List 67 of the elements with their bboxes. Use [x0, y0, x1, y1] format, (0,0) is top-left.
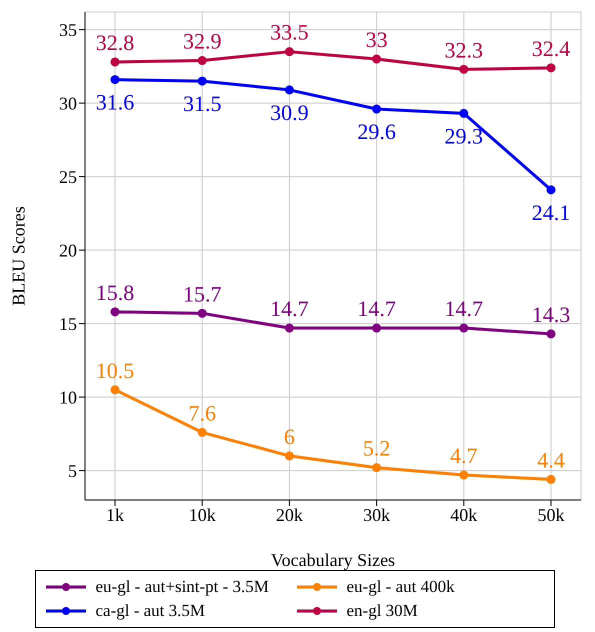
data-label: 10.5: [96, 358, 134, 383]
point: [198, 308, 207, 318]
point: [284, 85, 294, 94]
point: [459, 470, 468, 480]
point: [546, 185, 556, 194]
y-axis-title: BLEU Scores: [8, 206, 28, 306]
data-label: 32.4: [532, 36, 570, 61]
y-tick-label: 30: [59, 94, 77, 114]
data-label: 5.2: [362, 436, 390, 461]
data-label: 4.4: [537, 447, 565, 472]
data-label: 14.7: [444, 296, 484, 322]
x-tick-label: 40k: [450, 504, 478, 525]
y-tick-label: 5: [68, 460, 77, 481]
data-label: 32.3: [444, 37, 484, 62]
point: [546, 474, 556, 484]
x-tick-label: 50k: [538, 504, 564, 525]
data-label: 15.7: [182, 281, 222, 306]
point: [110, 75, 120, 84]
point: [110, 57, 120, 66]
data-label: 6: [284, 424, 295, 449]
y-tick-label: 15: [59, 314, 77, 334]
point: [372, 104, 382, 114]
data-label: 14.7: [357, 296, 396, 322]
y-tick-label: 35: [59, 20, 77, 40]
y-tick-label: 10: [59, 388, 77, 408]
point: [284, 451, 294, 460]
data-label: 32.8: [96, 30, 134, 55]
data-label: 7.6: [188, 400, 216, 426]
legend-label: ca-gl - aut 3.5M: [96, 601, 206, 621]
data-label: 14.7: [270, 296, 309, 322]
point: [372, 463, 382, 472]
x-tick-label: 20k: [276, 504, 303, 525]
point: [372, 54, 382, 64]
data-label: 33: [366, 27, 388, 52]
data-label: 24.1: [532, 200, 570, 225]
data-label: 33.5: [270, 20, 309, 45]
point: [198, 76, 207, 86]
point: [459, 108, 468, 118]
data-label: 29.3: [444, 123, 484, 148]
x-tick-label: 10k: [188, 504, 216, 525]
data-label: 31.5: [182, 91, 222, 116]
point: [459, 324, 468, 333]
point: [110, 307, 120, 316]
data-label: 30.9: [270, 100, 309, 125]
x-axis-title: Vocabulary Sizes: [270, 550, 396, 570]
x-tick-label: 30k: [363, 504, 390, 525]
point: [284, 47, 294, 56]
point: [198, 56, 207, 66]
data-label: 15.8: [96, 280, 134, 305]
data-label: 31.6: [96, 90, 134, 115]
y-tick-label: 20: [59, 240, 77, 261]
legend-label: eu-gl - aut 400k: [346, 577, 455, 597]
y-tick-label: 25: [59, 167, 77, 188]
point: [198, 428, 207, 437]
data-label: 14.3: [532, 302, 570, 327]
data-label: 4.7: [450, 443, 478, 468]
data-label: 29.6: [357, 119, 396, 144]
legend-label: en-gl 30M: [346, 601, 418, 621]
point: [110, 385, 120, 394]
x-tick-label: 1k: [106, 504, 124, 525]
point: [284, 324, 294, 333]
point: [546, 63, 556, 72]
point: [372, 324, 382, 333]
legend-label: eu-gl - aut+sint-pt - 3.5M: [96, 577, 269, 597]
point: [459, 64, 468, 74]
data-label: 32.9: [182, 28, 222, 54]
point: [546, 329, 556, 338]
